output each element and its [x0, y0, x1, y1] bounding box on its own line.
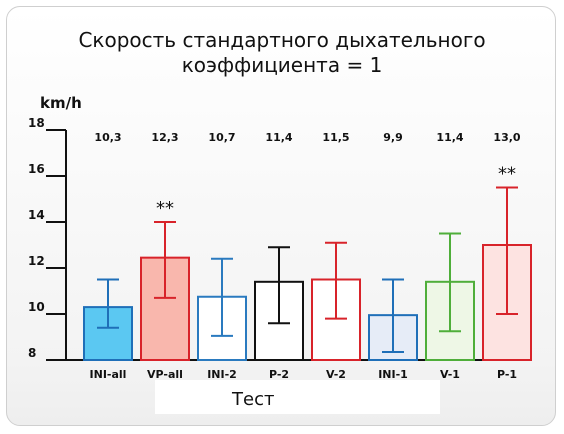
value-label: 11,4	[436, 131, 463, 144]
y-tick-label: 18	[28, 116, 45, 130]
category-label: V-2	[326, 368, 346, 381]
y-tick-label: 12	[28, 254, 45, 268]
category-label: INI-all	[90, 368, 127, 381]
x-axis-title: Тест	[232, 389, 275, 410]
chart-title: Скорость стандартного дыхательного коэфф…	[0, 28, 564, 78]
value-label: 12,3	[151, 131, 178, 144]
value-label: 11,4	[265, 131, 292, 144]
category-label: P-2	[269, 368, 289, 381]
y-tick-label: 8	[28, 346, 36, 360]
x-axis-title-background	[155, 380, 440, 414]
category-label: P-1	[497, 368, 517, 381]
value-label: 13,0	[493, 131, 520, 144]
y-axis-unit-label: km/h	[40, 94, 82, 112]
chart-title-line-2: коэффициента = 1	[181, 53, 383, 77]
category-label: VP-all	[147, 368, 183, 381]
value-label: 10,3	[94, 131, 121, 144]
chart-title-line-1: Скорость стандартного дыхательного	[78, 28, 486, 52]
y-tick-label: 14	[28, 208, 45, 222]
category-label: INI-1	[378, 368, 408, 381]
value-label: 10,7	[208, 131, 235, 144]
value-label: 11,5	[322, 131, 349, 144]
significance-marker: **	[156, 198, 174, 219]
y-tick-label: 16	[28, 162, 45, 176]
significance-marker: **	[498, 164, 516, 185]
category-label: INI-2	[207, 368, 237, 381]
value-label: 9,9	[383, 131, 403, 144]
y-tick-label: 10	[28, 300, 45, 314]
category-label: V-1	[440, 368, 460, 381]
